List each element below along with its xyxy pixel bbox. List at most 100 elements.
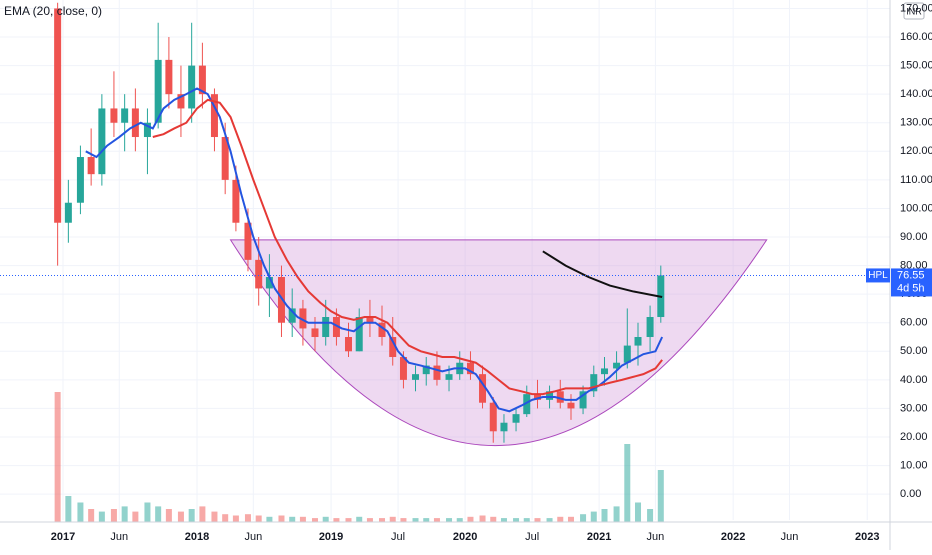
y-tick-label: 160.00 — [900, 31, 932, 43]
candle-body — [232, 179, 240, 223]
candle-body — [366, 317, 374, 323]
ema-line — [85, 87, 664, 413]
x-tick-label: 2019 — [319, 531, 343, 543]
volume-bar — [513, 518, 520, 522]
currency[interactable]: INR — [906, 6, 922, 16]
volume-bar — [467, 516, 474, 522]
volume-bar — [232, 515, 239, 522]
candle-body — [188, 65, 196, 109]
ema-line — [152, 98, 663, 396]
candle-body — [98, 108, 106, 175]
candle-body — [244, 222, 252, 260]
y-tick-label: 90.00 — [900, 231, 928, 243]
x-tick-label: 2021 — [587, 531, 611, 543]
volume-bar — [500, 518, 507, 522]
volume-bar — [132, 511, 139, 522]
candle-body — [355, 317, 363, 352]
volume-bar — [345, 518, 352, 522]
volume-bar — [98, 511, 105, 522]
volume-bar — [244, 514, 251, 522]
y-tick-label: 30.00 — [900, 402, 928, 414]
volume-bar — [647, 509, 654, 522]
candle-body — [546, 391, 554, 400]
candle-body — [479, 374, 487, 403]
candle-body — [311, 328, 319, 338]
candle-body — [198, 65, 206, 95]
volume-bar — [266, 516, 273, 522]
volume-bar — [423, 518, 430, 522]
candle-body — [601, 368, 609, 375]
y-tick-label: 110.00 — [900, 174, 932, 186]
volume-bar — [356, 516, 363, 522]
volume-bar — [255, 515, 262, 522]
currency-box[interactable] — [903, 2, 925, 20]
candle-body — [646, 317, 654, 338]
volume-bar — [289, 516, 296, 522]
volume-bar — [479, 515, 486, 522]
candle-body — [76, 157, 84, 203]
volume-bar — [546, 518, 553, 522]
volume-bar — [433, 518, 440, 522]
candle-body — [500, 422, 508, 432]
candle-body — [110, 108, 118, 123]
x-tick-label: Jun — [647, 531, 665, 543]
candle-body — [412, 374, 420, 380]
candle-body — [288, 308, 296, 323]
candle-body — [177, 94, 185, 109]
countdown-label: 4d 5h — [897, 282, 925, 294]
volume-bar — [333, 518, 340, 522]
x-tick-label: Jun — [244, 531, 262, 543]
volume-bar — [389, 516, 396, 522]
volume-bar — [567, 516, 574, 522]
x-tick-label: Jun — [110, 531, 128, 543]
volume-bar — [177, 511, 184, 522]
volume-bar — [311, 518, 318, 522]
volume-bar — [165, 509, 172, 522]
y-tick-label: 20.00 — [900, 431, 928, 443]
volume-bar — [400, 518, 407, 522]
volume-bar — [322, 516, 329, 522]
candle-body — [344, 337, 352, 352]
candle-body — [87, 157, 95, 175]
candle-body — [64, 202, 72, 223]
candle-body — [277, 277, 285, 323]
candle-body — [523, 394, 531, 415]
candle-body — [332, 317, 340, 338]
volume-bar — [211, 511, 218, 522]
y-tick-label: 130.00 — [900, 117, 932, 129]
candle-body — [121, 108, 129, 123]
candle-body — [255, 259, 263, 289]
candle-body — [399, 357, 407, 380]
y-tick-label: 150.00 — [900, 60, 932, 72]
x-tick-label: 2023 — [855, 531, 879, 543]
candle-body — [54, 8, 62, 223]
volume-bar — [144, 502, 151, 522]
candle-body — [433, 365, 441, 380]
candle-body — [556, 391, 564, 403]
ema-line — [542, 250, 663, 298]
volume-bar — [523, 518, 530, 522]
volume-bar — [412, 518, 419, 522]
candle-body — [533, 394, 541, 400]
plot — [0, 0, 890, 522]
volume-bar — [557, 516, 564, 522]
volume-bar — [624, 444, 631, 522]
y-tick-label: 100.00 — [900, 202, 932, 214]
volume-bar — [77, 502, 84, 522]
y-tick-label: 140.00 — [900, 88, 932, 100]
volume-bar — [121, 506, 128, 522]
volume-bar — [379, 518, 386, 522]
candle-body — [579, 391, 587, 409]
candle-body — [131, 108, 139, 138]
volume-bar — [657, 470, 664, 522]
legend: EMA (20, close, 0) — [4, 4, 102, 18]
price-label: 76.55 — [897, 269, 925, 281]
x-tick-label: 2017 — [51, 531, 75, 543]
candle-body — [378, 322, 386, 338]
y-tick-label: 10.00 — [900, 459, 928, 471]
candle-body — [466, 362, 474, 375]
candle-body — [143, 122, 151, 138]
candle-body — [445, 374, 453, 380]
volume-bar — [580, 514, 587, 522]
